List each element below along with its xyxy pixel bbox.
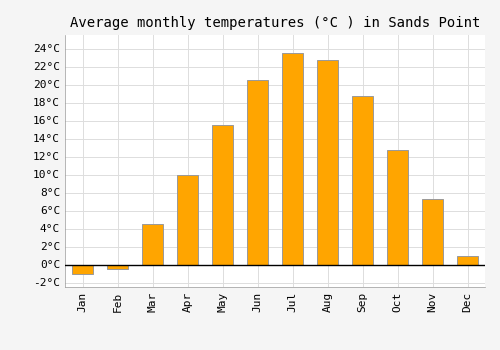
Title: Average monthly temperatures (°C ) in Sands Point: Average monthly temperatures (°C ) in Sa… (70, 16, 480, 30)
Bar (212, 125, 233, 265)
Bar (177, 175, 198, 265)
Bar (387, 150, 408, 265)
Bar (247, 80, 268, 265)
Bar (317, 60, 338, 265)
Bar (72, 265, 93, 273)
Bar (142, 224, 163, 265)
Bar (422, 199, 443, 265)
Bar (352, 96, 373, 265)
Bar (282, 53, 303, 265)
Bar (107, 265, 128, 269)
Bar (457, 256, 478, 265)
